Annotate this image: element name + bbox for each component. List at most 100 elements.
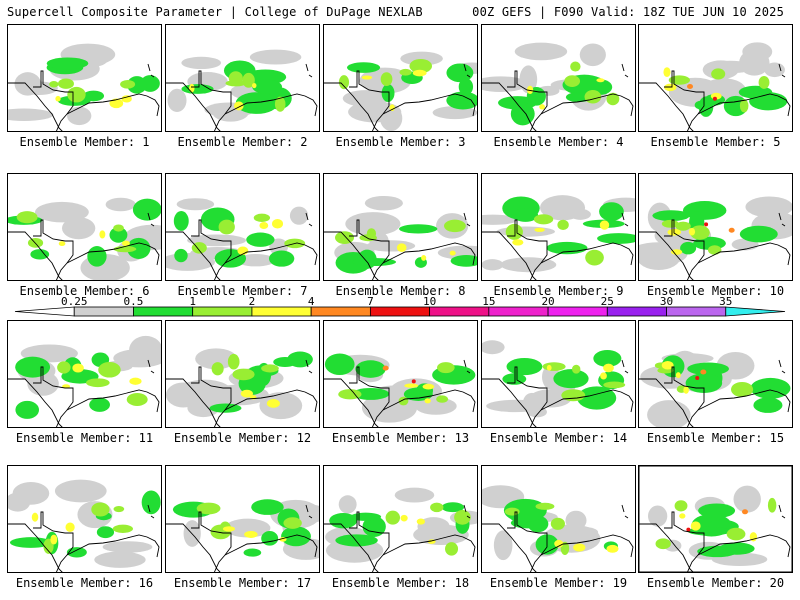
scp-contour-0.5 — [698, 503, 736, 518]
legend-swatch — [192, 306, 253, 317]
panel-frame — [323, 173, 478, 281]
member-label: Ensemble Member: 18 — [331, 576, 470, 590]
scp-contour-0.25 — [519, 65, 538, 94]
lake-michigan-outline — [621, 504, 625, 513]
scp-contour-0.5 — [399, 224, 438, 234]
scp-contour-0.25 — [703, 60, 756, 74]
ensemble-map — [323, 465, 478, 573]
scp-contour-0.25 — [364, 195, 403, 211]
legend-swatch — [666, 306, 727, 317]
scp-contour-2 — [129, 377, 142, 385]
legend-tick-label: 2 — [249, 296, 256, 308]
scp-contour-4 — [728, 227, 735, 233]
mexico-border — [7, 523, 64, 573]
scp-contour-0.5 — [446, 63, 474, 83]
gulf-coast — [224, 534, 318, 558]
scp-contour-2 — [554, 539, 564, 548]
scp-contour-0.5 — [15, 356, 51, 378]
scp-contour-1 — [585, 249, 604, 266]
lake-michigan-outline — [305, 212, 309, 221]
scp-contour-2 — [244, 530, 258, 538]
scp-contour-0.5 — [324, 353, 355, 376]
ensemble-member-panel: Ensemble Member: 6 — [7, 173, 162, 301]
lake-michigan-outline — [621, 359, 625, 368]
lake-michigan-outline — [778, 504, 782, 513]
scp-contour-1 — [454, 509, 471, 525]
texas-outline — [349, 70, 390, 132]
texas-outline — [349, 511, 390, 573]
scp-contour-4 — [382, 365, 389, 371]
scp-contour-1 — [58, 78, 74, 89]
gulf-coast — [540, 534, 634, 558]
panel-frame — [481, 173, 636, 281]
scp-contour-0.25 — [165, 382, 201, 408]
legend-tick-label: 20 — [541, 296, 554, 308]
lake-michigan-outline — [463, 63, 467, 72]
panel-frame — [638, 173, 793, 281]
panel-frame — [165, 320, 320, 428]
member-label: Ensemble Member: 19 — [489, 576, 628, 590]
gulf-coast — [224, 93, 318, 117]
scp-contour-7 — [712, 96, 717, 101]
lake-michigan-outline — [621, 63, 625, 72]
scp-contour-2 — [222, 526, 235, 532]
scp-contour-1 — [436, 395, 449, 403]
panel-frame — [638, 24, 793, 132]
scp-contour-1 — [542, 362, 566, 371]
ensemble-member-panel: Ensemble Member: 12 — [165, 320, 320, 448]
legend-tick-label: 4 — [308, 296, 315, 308]
member-label: Ensemble Member: 9 — [493, 284, 624, 298]
legend-swatch — [73, 306, 134, 317]
scp-contour-0.5 — [87, 246, 107, 267]
legend-tick-label: 7 — [367, 296, 374, 308]
scp-contour-0.25 — [493, 530, 513, 561]
scp-contour-0.25 — [195, 348, 237, 370]
scp-contour-2 — [424, 398, 431, 404]
ensemble-map — [481, 24, 636, 132]
scp-contour-0.5 — [347, 62, 381, 73]
ensemble-member-panel: Ensemble Member: 18 — [323, 465, 478, 593]
mexico-border — [165, 82, 222, 132]
lake-outline — [466, 370, 471, 374]
scp-contour-0.25 — [733, 485, 761, 513]
scp-contour-0.25 — [638, 242, 688, 266]
scp-contour-1 — [603, 381, 626, 389]
scp-contour-0.5 — [753, 397, 783, 413]
texas-outline — [191, 511, 232, 573]
scp-contour-2 — [449, 250, 456, 256]
mexico-border — [165, 231, 222, 281]
texas-outline — [507, 511, 548, 573]
lake-outline — [150, 370, 155, 374]
scp-contour-4 — [742, 509, 749, 515]
lake-michigan-outline — [147, 504, 151, 513]
scp-contour-1 — [711, 68, 726, 80]
scp-contour-2 — [661, 360, 674, 370]
scp-contour-1 — [261, 364, 279, 373]
scp-contour-2 — [412, 69, 427, 77]
scp-contour-0.25 — [742, 42, 773, 62]
scp-contour-0.25 — [569, 208, 591, 220]
lake-outline — [308, 74, 313, 78]
scp-contour-0.5 — [350, 512, 382, 521]
scp-contour-2 — [251, 82, 257, 89]
ensemble-map — [323, 320, 478, 428]
scp-contour-1 — [675, 221, 691, 231]
scp-contour-1 — [196, 502, 221, 515]
gulf-coast — [224, 242, 318, 266]
lake-outline — [308, 370, 313, 374]
scp-contour-0.5 — [362, 516, 386, 537]
scp-contour-1 — [283, 517, 302, 529]
texas-outline — [507, 219, 548, 281]
color-scale-legend: 0.25 0.5 1 2 4 7 10 15 20 25 30 35 — [0, 296, 800, 320]
scp-contour-0.5 — [506, 358, 543, 376]
member-label: Ensemble Member: 7 — [177, 284, 308, 298]
legend-tick-label: 35 — [719, 296, 732, 308]
scp-contour-0.5 — [30, 249, 50, 260]
scp-contour-0.25 — [181, 56, 222, 70]
texas-outline — [33, 219, 74, 281]
scp-contour-0.5 — [597, 233, 636, 244]
scp-contour-0.5 — [246, 232, 275, 247]
legend-swatch — [547, 306, 608, 317]
member-label: Ensemble Member: 17 — [173, 576, 312, 590]
scp-contour-1 — [504, 507, 520, 516]
